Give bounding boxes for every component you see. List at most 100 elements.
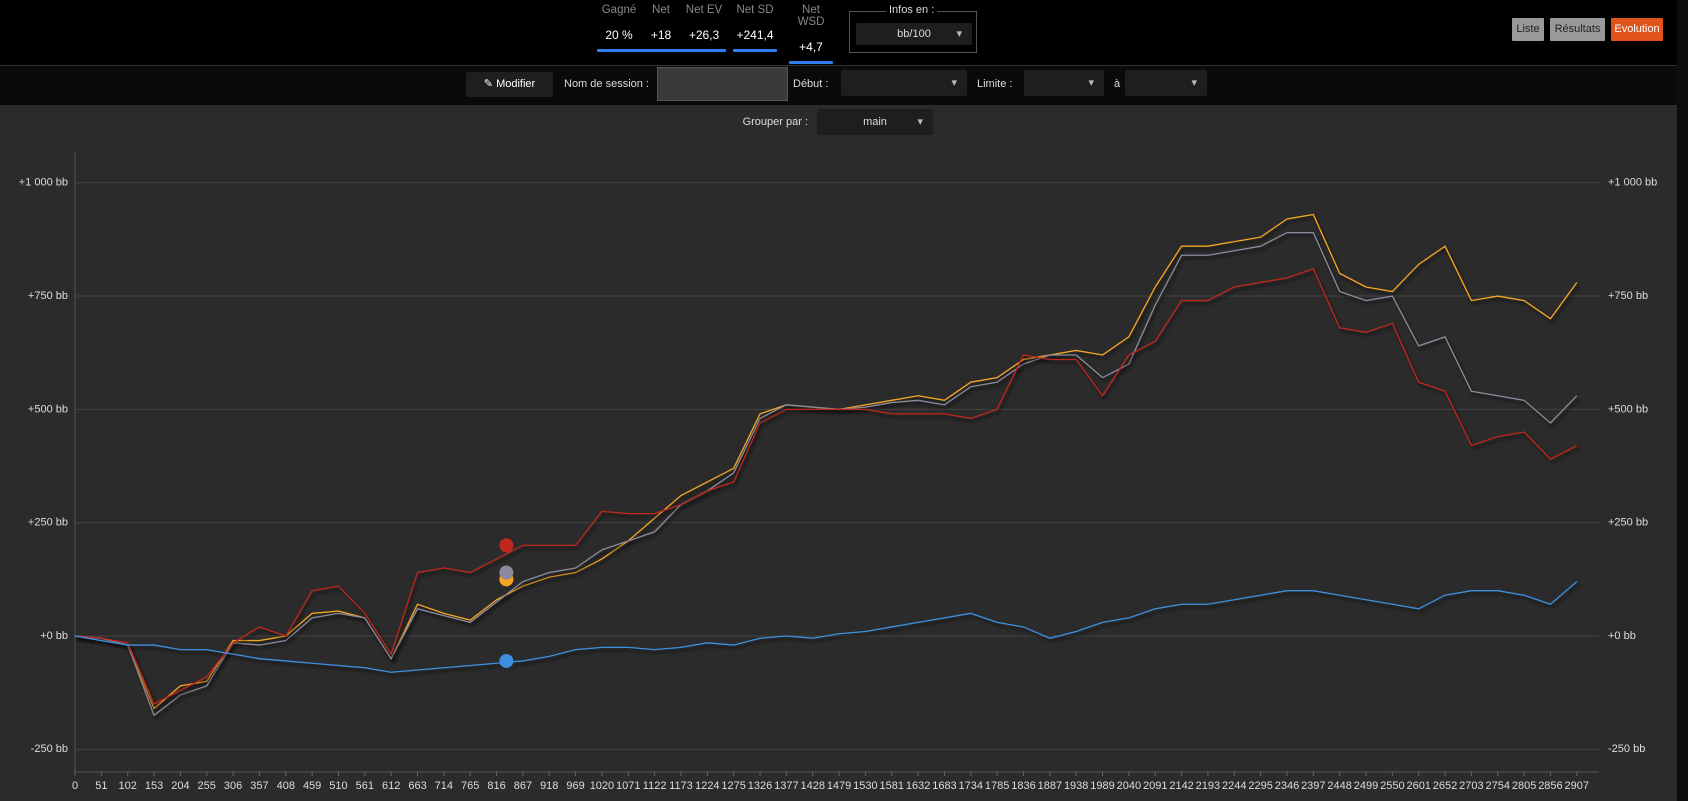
x-tick-label: 969 [566, 780, 584, 792]
x-tick-label: 1173 [669, 780, 693, 792]
y-tick-label: +500 bb [28, 403, 68, 415]
series-line [74, 268, 1578, 705]
y-tick-label: +0 bb [40, 630, 68, 642]
to-label: à [1114, 78, 1121, 90]
x-tick-label: 765 [461, 780, 479, 792]
y2-tick-label: +250 bb [1608, 517, 1648, 529]
series-line [74, 581, 1578, 673]
marker [499, 538, 514, 553]
x-tick-label: 714 [435, 780, 453, 792]
session-label: Nom de session : [564, 78, 649, 90]
x-tick-label: 1632 [906, 780, 930, 792]
x-tick-label: 2805 [1512, 780, 1536, 792]
x-tick-label: 2346 [1275, 780, 1299, 792]
x-tick-label: 255 [198, 780, 216, 792]
x-tick-label: 2907 [1565, 780, 1589, 792]
x-tick-label: 102 [119, 780, 137, 792]
x-tick-label: 663 [408, 780, 426, 792]
x-tick-label: 2040 [1117, 780, 1141, 792]
x-tick-label: 0 [72, 780, 78, 792]
scrollbar [1677, 0, 1688, 801]
x-tick-label: 2448 [1327, 780, 1351, 792]
x-tick-label: 204 [171, 780, 189, 792]
stat: Net SD +241,4 [733, 4, 777, 52]
x-tick-label: 1938 [1064, 780, 1088, 792]
stat-label: Net EV [685, 4, 723, 16]
y2-tick-label: +0 bb [1608, 630, 1636, 642]
infos-value: bb/100 [897, 28, 931, 40]
x-tick-label: 1020 [590, 780, 614, 792]
x-tick-label: 1122 [643, 780, 667, 792]
marker [499, 653, 514, 668]
x-tick-label: 2601 [1406, 780, 1430, 792]
results-button[interactable]: Résultats [1550, 18, 1605, 41]
x-tick-label: 1683 [932, 780, 956, 792]
x-tick-label: 408 [277, 780, 295, 792]
y2-tick-label: +750 bb [1608, 290, 1648, 302]
stat-underline [682, 49, 726, 52]
stat-value: +26,3 [688, 28, 720, 42]
stat-underline [597, 49, 641, 52]
x-tick-label: 2142 [1169, 780, 1193, 792]
list-button[interactable]: Liste [1512, 18, 1544, 41]
top-bar: Gagné 20 % Net +18 Net EV +26,3 Net SD +241,4 Ne… [0, 0, 1688, 65]
x-tick-label: 2652 [1433, 780, 1457, 792]
y-tick-label: +1 000 bb [19, 177, 68, 189]
x-tick-label: 561 [356, 780, 374, 792]
stat-label: Net SD [736, 4, 774, 16]
marker [499, 565, 514, 580]
stat-underline [733, 49, 777, 52]
group-label: Grouper par : [742, 116, 808, 128]
x-tick-label: 510 [329, 780, 347, 792]
toolbar: ✎ Modifier Nom de session : Début : Limi… [0, 65, 1688, 105]
x-tick-label: 1326 [748, 780, 772, 792]
modify-label: Modifier [496, 78, 536, 90]
stat-value: +241,4 [736, 28, 774, 42]
x-tick-label: 867 [514, 780, 532, 792]
x-tick-label: 2244 [1222, 780, 1246, 792]
stat-label: Net WSD [797, 4, 825, 28]
x-tick-label: 306 [224, 780, 242, 792]
stat: Gagné 20 % [597, 4, 641, 52]
x-tick-label: 2499 [1354, 780, 1378, 792]
stat-value: 20 % [605, 28, 633, 42]
group-value: main [863, 116, 887, 128]
limit-dropdown[interactable] [1024, 70, 1104, 96]
evolution-button[interactable]: Evolution [1611, 18, 1663, 41]
x-tick-label: 2703 [1459, 780, 1483, 792]
x-tick-label: 2856 [1538, 780, 1562, 792]
session-input[interactable] [657, 67, 788, 101]
y-tick-label: +250 bb [28, 517, 68, 529]
start-label: Début : [793, 78, 829, 90]
x-tick-label: 1836 [1011, 780, 1035, 792]
x-tick-label: 1989 [1090, 780, 1114, 792]
x-tick-label: 1530 [853, 780, 877, 792]
stat: Net WSD +4,7 [789, 4, 833, 64]
stat-label: Gagné [601, 4, 637, 16]
stat-value: +18 [650, 28, 672, 42]
stat-value: +4,7 [799, 40, 823, 54]
x-tick-label: 1071 [616, 780, 640, 792]
group-dropdown[interactable]: main [817, 109, 933, 135]
series-line [74, 231, 1578, 717]
x-tick-label: 1377 [774, 780, 798, 792]
x-tick-label: 1734 [959, 780, 983, 792]
x-tick-label: 1581 [880, 780, 904, 792]
x-tick-label: 1785 [985, 780, 1009, 792]
to-dropdown[interactable] [1125, 70, 1207, 96]
x-tick-label: 51 [95, 780, 107, 792]
x-tick-label: 918 [540, 780, 558, 792]
x-tick-label: 2397 [1301, 780, 1325, 792]
infos-dropdown[interactable]: bb/100 [856, 23, 972, 45]
x-tick-label: 2754 [1486, 780, 1510, 792]
modify-button[interactable]: ✎ Modifier [466, 72, 553, 97]
x-tick-label: 2091 [1143, 780, 1167, 792]
start-dropdown[interactable] [841, 70, 967, 96]
x-tick-label: 2295 [1248, 780, 1272, 792]
x-tick-label: 1275 [721, 780, 745, 792]
stat-underline [639, 49, 683, 52]
x-tick-label: 459 [303, 780, 321, 792]
stat-label: Net [652, 4, 670, 16]
